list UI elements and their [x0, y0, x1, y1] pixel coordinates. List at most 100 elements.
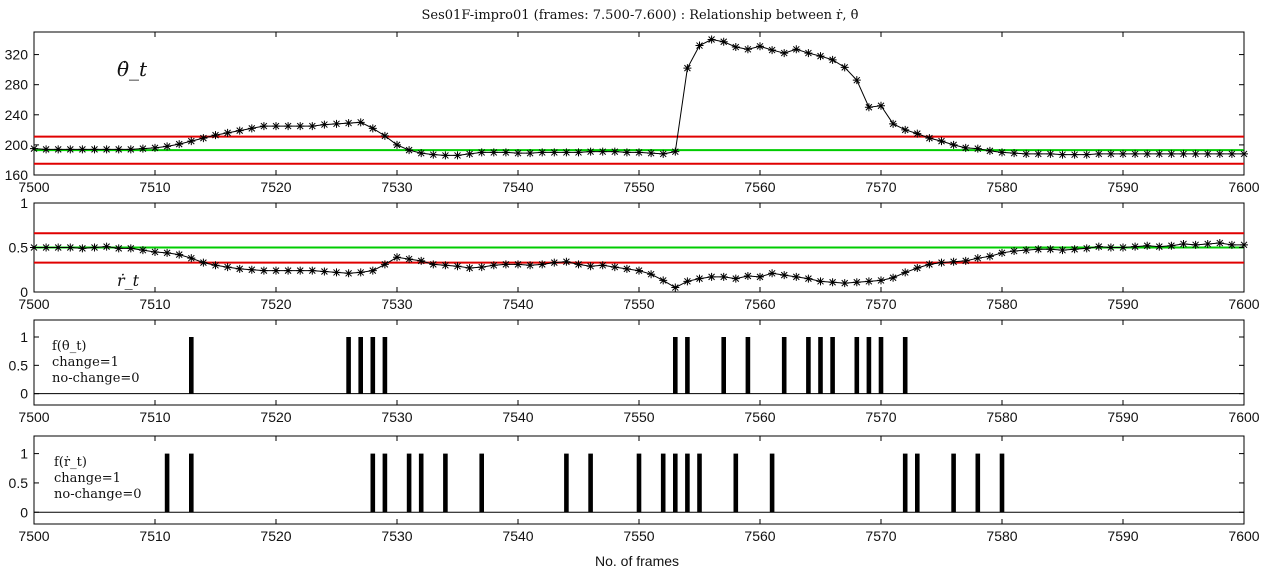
data-point: [187, 254, 196, 263]
data-point: [284, 122, 293, 131]
data-point: [610, 147, 619, 156]
data-point: [102, 242, 111, 251]
data-point: [54, 243, 63, 252]
data-point: [1167, 149, 1176, 158]
data-point: [1240, 149, 1248, 158]
data-point: [889, 119, 898, 128]
data-point: [247, 265, 256, 274]
data-point: [961, 143, 970, 152]
change-bar: [830, 337, 835, 394]
panel-annotation: no-change=0: [52, 371, 140, 386]
data-point: [1155, 242, 1164, 251]
data-point: [405, 146, 414, 155]
change-bar: [781, 337, 787, 394]
data-point: [1034, 245, 1043, 254]
x-tick-label: 7550: [623, 528, 654, 544]
data-point: [840, 63, 849, 72]
data-point: [780, 271, 789, 280]
change-bar: [189, 337, 194, 394]
y-tick-label: 0.5: [9, 475, 29, 491]
data-point: [453, 262, 462, 271]
data-point: [1143, 149, 1152, 158]
data-point: [1094, 242, 1103, 251]
data-point: [949, 140, 958, 149]
data-point: [562, 257, 571, 266]
x-tick-label: 7530: [381, 296, 412, 312]
data-point: [175, 250, 184, 259]
data-point: [1179, 149, 1188, 158]
x-tick-label: 7540: [502, 179, 533, 195]
data-point: [743, 271, 752, 280]
data-point: [852, 278, 861, 287]
data-point: [90, 145, 99, 154]
data-point: [441, 261, 450, 270]
x-tick-label: 7600: [1228, 296, 1259, 312]
data-point: [284, 266, 293, 275]
data-point: [211, 131, 220, 140]
data-point: [1034, 149, 1043, 158]
data-point: [816, 52, 825, 61]
data-point: [501, 148, 510, 157]
y-tick-label: 0: [20, 504, 28, 520]
data-point: [695, 274, 704, 283]
change-bar: [697, 453, 702, 513]
change-bar: [733, 453, 739, 513]
data-point: [574, 260, 583, 269]
data-point: [42, 145, 51, 154]
data-point: [477, 148, 486, 157]
data-point: [332, 119, 341, 128]
data-point: [707, 272, 716, 281]
x-tick-label: 7540: [502, 528, 533, 544]
change-bar: [769, 453, 775, 513]
subplot-2: 7500 7510 7520 7530 7540 7550 7560 7570 7580 7590…: [9, 195, 1260, 312]
data-point: [66, 145, 75, 154]
data-point: [1215, 149, 1224, 158]
data-point: [429, 260, 438, 269]
x-tick-label: 7600: [1228, 409, 1259, 425]
data-point: [768, 269, 777, 278]
change-bar: [660, 453, 666, 513]
data-point: [417, 149, 426, 158]
y-tick-label: 1: [20, 195, 28, 211]
x-tick-label: 7580: [986, 296, 1017, 312]
data-point: [1227, 240, 1236, 249]
data-point: [138, 144, 147, 153]
change-bar: [866, 337, 872, 394]
data-point: [647, 270, 656, 279]
change-bar: [721, 337, 726, 394]
y-tick-label: 1: [20, 329, 28, 345]
y-tick-label: 0: [20, 284, 28, 300]
data-point: [719, 37, 728, 46]
change-bar: [854, 337, 860, 394]
data-point: [1094, 149, 1103, 158]
data-point: [864, 103, 873, 112]
data-point: [405, 255, 414, 264]
data-point: [1191, 149, 1200, 158]
x-tick-label: 7510: [139, 179, 170, 195]
data-point: [877, 276, 885, 285]
change-bar: [915, 453, 920, 513]
data-point: [259, 266, 268, 275]
x-tick-label: 7570: [865, 409, 896, 425]
data-point: [1046, 149, 1055, 158]
x-tick-label: 7520: [260, 179, 291, 195]
x-tick-label: 7520: [260, 296, 291, 312]
data-point: [199, 258, 208, 267]
data-point: [332, 268, 341, 277]
data-point: [514, 260, 522, 269]
data-point: [223, 128, 232, 137]
x-tick-label: 7560: [744, 528, 775, 544]
data-point: [622, 264, 631, 273]
data-point: [78, 145, 87, 154]
x-tick-label: 7560: [744, 179, 775, 195]
change-bar: [479, 453, 484, 513]
change-bar: [164, 453, 170, 513]
data-point: [1082, 150, 1091, 159]
data-point: [138, 246, 147, 255]
data-point: [998, 248, 1006, 257]
series-annotation: ṙ_t: [117, 271, 140, 290]
data-point: [1215, 239, 1224, 248]
data-point: [731, 274, 740, 283]
data-point: [756, 42, 764, 51]
subplot-3: 7500 7510 7520 7530 7540 7550 7560 7570 7580 7590…: [9, 319, 1260, 425]
